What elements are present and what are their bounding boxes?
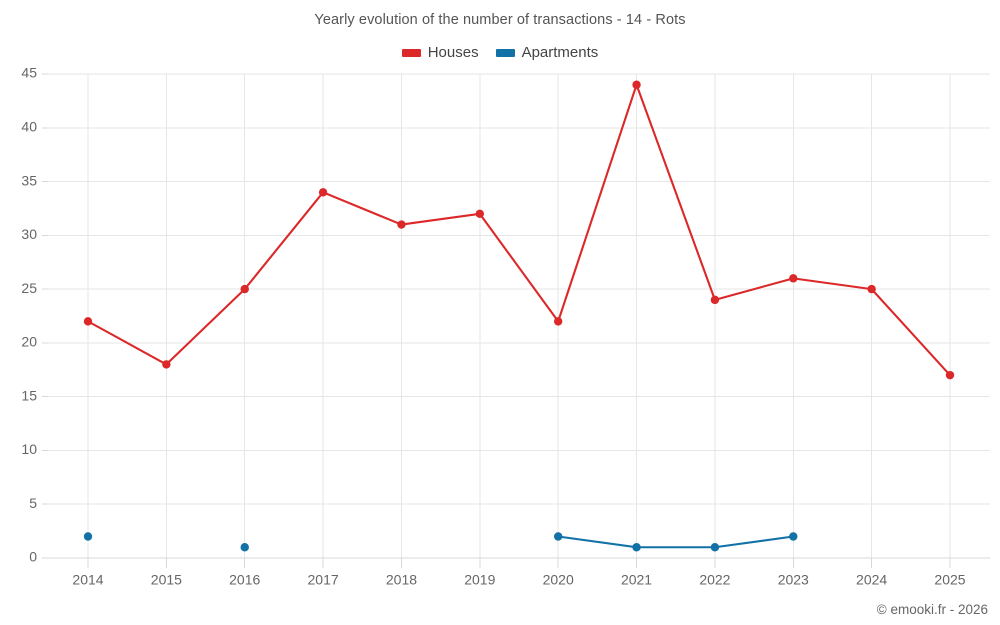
data-point[interactable] xyxy=(867,284,876,294)
data-point[interactable] xyxy=(710,295,720,305)
data-point[interactable] xyxy=(632,543,641,552)
y-tick-label: 0 xyxy=(29,549,37,565)
y-tick-label: 10 xyxy=(21,441,37,457)
x-tick-label: 2025 xyxy=(934,571,965,587)
series-line xyxy=(86,83,952,377)
legend-item-apartments[interactable]: Apartments xyxy=(495,44,599,61)
data-point[interactable] xyxy=(397,220,406,229)
data-point[interactable] xyxy=(553,532,563,541)
data-point[interactable] xyxy=(83,532,93,541)
data-point[interactable] xyxy=(945,370,955,380)
y-tick-label: 30 xyxy=(21,226,37,242)
y-tick-label: 15 xyxy=(21,387,37,403)
x-tick-label: 2018 xyxy=(386,571,417,587)
data-point[interactable] xyxy=(475,209,485,219)
data-point[interactable] xyxy=(789,532,798,541)
data-point[interactable] xyxy=(553,317,563,326)
axes xyxy=(42,73,990,568)
series-line xyxy=(557,535,795,549)
series-apartments xyxy=(83,532,798,552)
line-swatch-icon xyxy=(401,48,421,57)
data-series xyxy=(83,80,955,552)
footer-credit: © emooki.fr - 2026 xyxy=(876,602,988,617)
gridlines xyxy=(48,73,990,559)
legend-label-houses: Houses xyxy=(427,44,479,61)
data-point[interactable] xyxy=(632,80,641,89)
y-tick-label: 25 xyxy=(21,280,37,296)
data-point[interactable] xyxy=(162,360,171,369)
data-point[interactable] xyxy=(789,274,798,283)
y-tick-label: 5 xyxy=(29,495,37,511)
data-point[interactable] xyxy=(240,284,249,294)
series-houses xyxy=(83,80,955,380)
line-swatch-icon xyxy=(495,48,515,57)
data-point[interactable] xyxy=(240,543,249,552)
x-tick-label: 2016 xyxy=(229,571,260,587)
x-axis-tick-labels: 2014 2015 2016 2017 2018 2019 2020 2021 2022 2023… xyxy=(72,571,965,587)
chart-title: Yearly evolution of the number of transa… xyxy=(314,12,686,28)
x-tick-label: 2014 xyxy=(72,571,103,587)
y-tick-label: 20 xyxy=(21,334,37,350)
data-point[interactable] xyxy=(318,188,328,197)
x-tick-label: 2015 xyxy=(151,571,182,587)
y-axis-tick-labels: 0 5 10 15 20 25 30 35 40 45 xyxy=(21,65,37,565)
x-tick-label: 2019 xyxy=(464,571,495,587)
y-tick-label: 35 xyxy=(21,172,37,188)
data-point[interactable] xyxy=(710,543,720,552)
legend-item-houses[interactable]: Houses xyxy=(401,44,479,61)
y-tick-label: 40 xyxy=(21,118,37,134)
data-point[interactable] xyxy=(83,317,93,326)
x-tick-label: 2022 xyxy=(699,571,730,587)
x-tick-label: 2024 xyxy=(856,571,887,587)
x-tick-label: 2017 xyxy=(308,571,339,587)
legend-label-apartments: Apartments xyxy=(521,44,599,61)
x-tick-label: 2021 xyxy=(621,571,652,587)
y-tick-label: 45 xyxy=(21,65,37,81)
x-tick-label: 2020 xyxy=(543,571,574,587)
x-tick-label: 2023 xyxy=(778,571,809,587)
chart-legend: Houses Apartments xyxy=(0,45,1000,60)
